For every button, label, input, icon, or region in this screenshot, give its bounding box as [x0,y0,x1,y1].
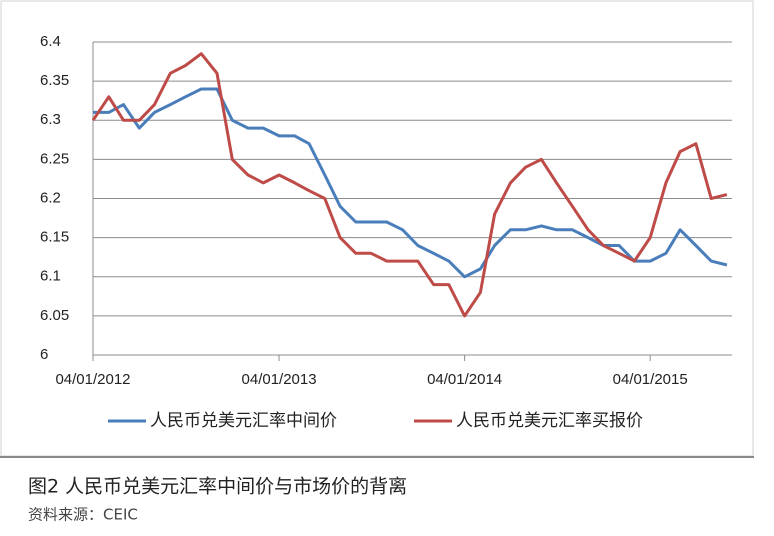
x-tick-label: 04/01/2013 [242,371,317,388]
y-tick-label: 6 [40,346,48,363]
x-tick-label: 04/01/2015 [613,371,688,388]
y-tick-label: 6.2 [40,189,61,206]
x-tick-label: 04/01/2012 [55,371,130,388]
chart-frame [0,0,754,457]
series-line [93,87,728,279]
legend-label: 人民币兑美元汇率中间价 [150,411,337,431]
y-tick-label: 6.4 [40,33,61,50]
legend-label: 人民币兑美元汇率买报价 [456,411,643,431]
source: 资料来源：CEIC [28,506,138,524]
y-tick-label: 6.35 [40,72,69,89]
y-tick-label: 6.05 [40,307,69,324]
y-tick-label: 6.25 [40,150,69,167]
y-tick-label: 6.3 [40,111,61,128]
y-tick-label: 6.15 [40,229,69,246]
caption-rule [0,456,754,458]
x-tick-label: 04/01/2014 [427,371,502,388]
caption: 图2 人民币兑美元汇率中间价与市场价的背离 [28,476,407,498]
y-tick-label: 6.1 [40,268,61,285]
series-line [91,52,728,318]
